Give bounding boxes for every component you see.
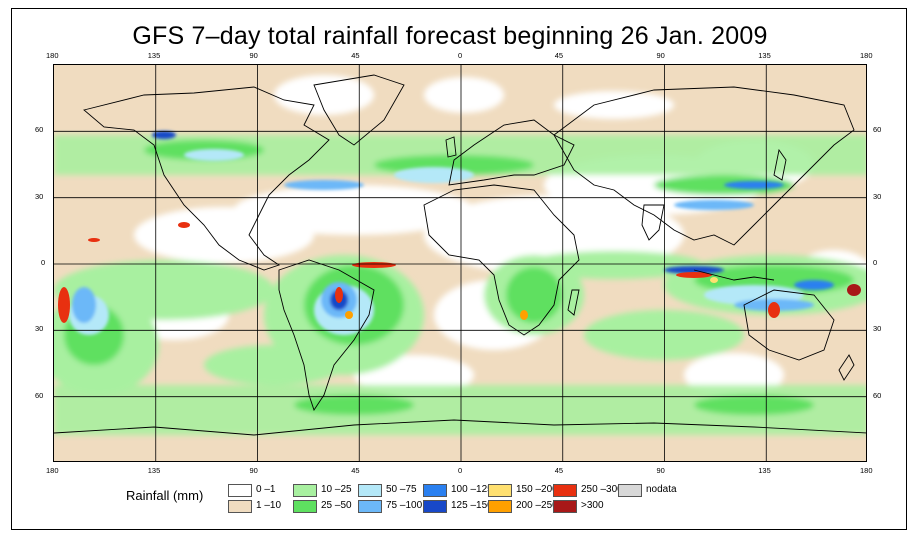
- legend-swatch: [488, 484, 512, 497]
- legend-swatch: [228, 484, 252, 497]
- legend-label: >300: [581, 500, 604, 511]
- legend-label: 75 –100: [386, 500, 423, 511]
- longitude-label-bottom: 135: [147, 466, 161, 475]
- legend-title: Rainfall (mm): [126, 488, 204, 503]
- longitude-label-bottom: 180: [46, 466, 59, 475]
- legend-label: 150 –200: [516, 484, 558, 495]
- longitude-label-top: 135: [758, 51, 771, 60]
- latitude-label-left: 60: [35, 390, 44, 400]
- latitude-label-left: 30: [35, 191, 44, 201]
- longitude-label-top: 45: [554, 51, 564, 60]
- latitude-label-right: 0: [873, 258, 878, 267]
- longitude-label-top: 45: [351, 51, 360, 60]
- latitude-label-left: 0: [41, 258, 46, 267]
- rainfall-map-svg: [54, 65, 866, 461]
- legend-swatch: [553, 484, 577, 497]
- rainfall-map: [53, 64, 867, 462]
- latitude-label-right: 30: [873, 191, 882, 201]
- longitude-label-bottom: 90: [656, 466, 665, 475]
- latitude-label-left: 30: [35, 324, 44, 334]
- graticule: [54, 65, 866, 461]
- extreme-rain-spots: [58, 222, 861, 323]
- longitude-label-bottom: 90: [249, 466, 258, 475]
- legend-label: 1 –10: [256, 500, 282, 511]
- legend-label: 250 –300: [581, 484, 623, 495]
- legend-label: 50 –75: [386, 484, 417, 495]
- longitude-label-top: 90: [656, 51, 665, 60]
- legend-swatch: [488, 500, 512, 513]
- legend-swatch: [358, 484, 382, 497]
- legend-label: 200 –250: [516, 500, 558, 511]
- longitude-label-bottom: 0: [458, 466, 463, 475]
- legend-swatch: [293, 500, 317, 513]
- latitude-label-left: 60: [35, 125, 44, 135]
- longitude-label-bottom: 135: [758, 466, 771, 475]
- longitude-label-bottom: 45: [351, 466, 360, 475]
- longitude-label-top: 0: [458, 51, 463, 60]
- legend-label: 125 –150: [451, 500, 493, 511]
- longitude-label-bottom: 45: [554, 466, 564, 475]
- legend-swatch: [228, 500, 252, 513]
- longitude-label-bottom: 180: [860, 466, 873, 475]
- legend-swatch: [423, 500, 447, 513]
- legend-swatch: [358, 500, 382, 513]
- map-title: GFS 7–day total rainfall forecast beginn…: [132, 22, 768, 50]
- legend-label: nodata: [646, 484, 677, 495]
- legend-label: 100 –125: [451, 484, 493, 495]
- legend-swatch: [293, 484, 317, 497]
- longitude-label-top: 180: [46, 51, 59, 60]
- legend-swatch: [423, 484, 447, 497]
- legend-label: 25 –50: [321, 500, 352, 511]
- latitude-label-right: 60: [873, 390, 882, 400]
- latitude-label-right: 60: [873, 125, 882, 135]
- legend-swatch: [618, 484, 642, 497]
- longitude-label-top: 180: [860, 51, 873, 60]
- latitude-label-right: 30: [873, 324, 882, 334]
- longitude-label-top: 90: [249, 51, 258, 60]
- legend-label: 10 –25: [321, 484, 352, 495]
- legend-swatch: [553, 500, 577, 513]
- coastlines: [54, 74, 866, 436]
- legend-label: 0 –1: [256, 484, 276, 495]
- longitude-label-top: 135: [147, 51, 161, 60]
